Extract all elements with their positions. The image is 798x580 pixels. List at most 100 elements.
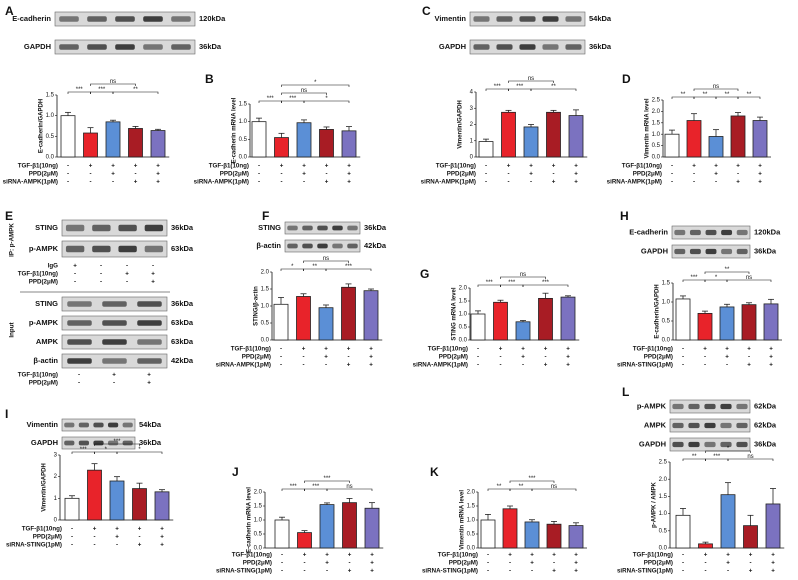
sig-label: ** [703, 92, 708, 98]
bar [720, 494, 736, 549]
treatment-label: siRNA-STING(1pM) [617, 568, 673, 575]
y-tick-label: 0.0 [46, 155, 55, 161]
blot-size: 63kDa [171, 318, 194, 327]
panel-letter: F [262, 209, 269, 223]
y-tick-label: 1 [54, 496, 58, 502]
sig-label: * [715, 275, 718, 281]
y-tick-label: 2.0 [261, 270, 270, 276]
treatment-mark: - [485, 163, 487, 170]
y-tick-label: 1.5 [652, 120, 661, 126]
sig-bracket [303, 260, 349, 263]
treatment-label: PPD(2μM) [33, 534, 62, 541]
y-tick-label: 1.5 [261, 287, 270, 293]
bar [109, 480, 125, 521]
sig-label: ns [301, 88, 307, 94]
blot-label: STING [35, 223, 58, 232]
treatment-mark: + [280, 163, 284, 170]
treatment-mark: - [671, 179, 673, 186]
sig-label: *** [267, 96, 275, 102]
panel-letter: B [205, 72, 214, 86]
treatment-label: PPD(2μM) [29, 171, 58, 178]
sig-label: ns [747, 454, 753, 460]
treatment-mark: + [156, 171, 160, 178]
blot-band [143, 44, 163, 50]
treatment-mark: + [769, 346, 773, 353]
treatment-mark: + [115, 526, 119, 533]
treatment-label: TGF-β1(10ng) [622, 163, 662, 170]
treatment-mark: - [280, 354, 282, 361]
treatment-mark: + [566, 354, 570, 361]
treatment-mark: + [749, 552, 753, 559]
treatment-mark: - [89, 171, 91, 178]
treatment-mark: - [704, 560, 706, 567]
blot-band [347, 243, 358, 249]
treatment-mark: - [281, 568, 283, 575]
treatment-mark: + [566, 362, 570, 369]
y-tick-label: 0.5 [46, 134, 55, 140]
blot-band [674, 248, 686, 255]
treatment-mark: - [138, 534, 140, 541]
blot-band [332, 225, 343, 231]
blot-band [688, 422, 700, 429]
bar [741, 304, 757, 341]
treatment-mark: - [682, 346, 684, 353]
sig-label: *** [690, 275, 698, 281]
sig-label: *** [80, 447, 88, 453]
bar [154, 491, 170, 521]
bar [664, 133, 680, 158]
treatment-mark: - [348, 560, 350, 567]
blot-size: 54kDa [139, 420, 162, 429]
treatment-mark: - [726, 362, 728, 369]
sig-bracket [693, 88, 739, 91]
treatment-mark: - [499, 362, 501, 369]
treatment-mark: - [71, 542, 73, 549]
bar [297, 532, 312, 549]
blot-band [736, 229, 748, 236]
sig-label: *** [289, 96, 297, 102]
blot-band [64, 422, 75, 428]
treatment-mark: + [138, 526, 142, 533]
treatment-label: siRNA-STING(1pM) [216, 568, 272, 575]
y-tick-label: 2.0 [659, 477, 668, 483]
blot-band [736, 403, 748, 410]
treatment-label: PPD(2μM) [29, 380, 58, 387]
y-tick-label: 2 [54, 474, 58, 480]
treatment-mark: + [552, 179, 556, 186]
treatment-label: TGF-β1(10ng) [209, 163, 249, 170]
bar [273, 303, 289, 341]
bar [697, 312, 713, 341]
blot-band [705, 248, 717, 255]
bar [480, 519, 496, 549]
blot-band [720, 422, 732, 429]
treatment-mark: - [303, 179, 305, 186]
bar [150, 130, 166, 158]
blot-size: 36kDa [589, 42, 612, 51]
treatment-mark: + [111, 171, 115, 178]
bar [502, 508, 518, 549]
treatment-mark: + [574, 163, 578, 170]
treatment-mark: - [71, 534, 73, 541]
treatment-mark: + [147, 380, 151, 387]
treatment-label: PPD(2μM) [243, 560, 272, 567]
treatment-mark: + [347, 171, 351, 178]
sig-label: ** [497, 484, 502, 490]
bar [560, 296, 576, 341]
y-tick-label: 0.0 [459, 338, 468, 344]
treatment-mark: - [531, 568, 533, 575]
treatment-label: PPD(2μM) [439, 354, 468, 361]
blot-band [736, 248, 748, 255]
treatment-mark: + [115, 534, 119, 541]
blot-band [122, 440, 133, 446]
blot-band [143, 16, 163, 22]
treatment-mark: - [280, 171, 282, 178]
treatment-label: TGF-β1(10ng) [22, 526, 62, 533]
y-tick-label: 0.0 [254, 546, 263, 552]
sig-label: *** [542, 280, 550, 286]
blot-band [688, 403, 700, 410]
blot-band [721, 229, 733, 236]
ip-label: IP: p-AMPK [9, 223, 16, 257]
treatment-mark: - [499, 354, 501, 361]
treatment-mark: + [758, 171, 762, 178]
treatment-mark: + [348, 552, 352, 559]
y-axis-label: Vimentin/GAPDH [458, 100, 464, 149]
